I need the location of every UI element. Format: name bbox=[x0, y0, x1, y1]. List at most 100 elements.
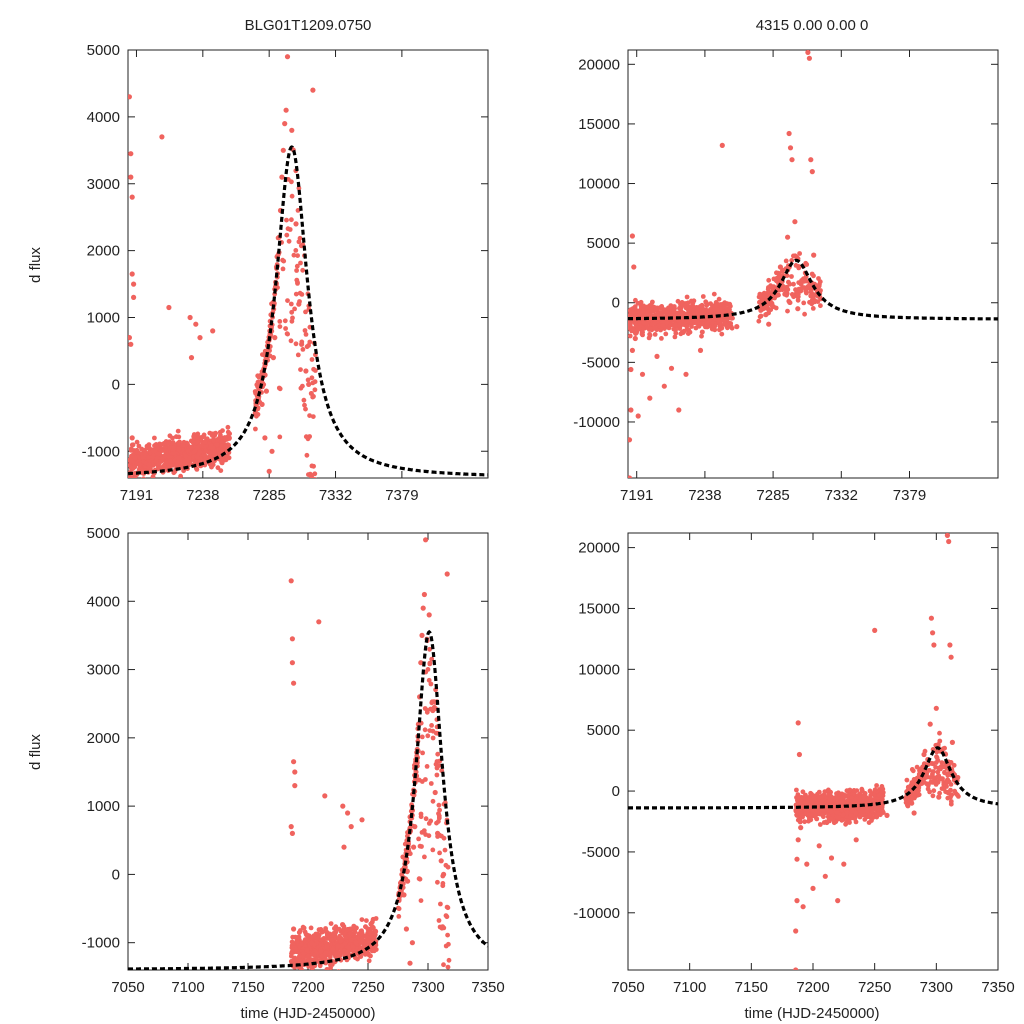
y-tick-label: 5000 bbox=[587, 722, 620, 739]
data-point bbox=[324, 932, 330, 938]
data-point bbox=[359, 930, 365, 936]
data-point bbox=[933, 760, 939, 765]
data-point bbox=[253, 426, 258, 432]
data-point bbox=[782, 291, 788, 297]
data-point bbox=[297, 953, 303, 959]
data-point bbox=[210, 432, 215, 438]
data-point bbox=[758, 308, 764, 313]
data-point bbox=[401, 892, 407, 898]
data-point bbox=[821, 820, 827, 825]
data-point bbox=[291, 252, 297, 258]
data-point bbox=[422, 727, 428, 733]
x-tick-label: 7379 bbox=[893, 487, 926, 504]
data-point bbox=[437, 850, 442, 856]
model-fit-curve bbox=[128, 145, 488, 477]
data-point bbox=[293, 248, 299, 253]
data-point bbox=[816, 843, 822, 849]
data-point bbox=[789, 292, 795, 297]
data-point bbox=[867, 812, 872, 818]
data-point bbox=[628, 407, 634, 413]
data-point bbox=[948, 801, 954, 807]
data-point bbox=[947, 642, 953, 648]
data-point bbox=[756, 318, 762, 324]
data-point bbox=[660, 323, 666, 328]
data-point bbox=[853, 819, 859, 825]
data-point bbox=[785, 308, 790, 314]
data-point bbox=[426, 821, 432, 826]
data-point bbox=[955, 792, 960, 798]
data-point bbox=[171, 451, 177, 456]
data-point bbox=[289, 127, 295, 133]
data-point bbox=[217, 429, 223, 435]
plot-frame bbox=[127, 49, 489, 479]
data-point bbox=[799, 796, 804, 802]
data-point bbox=[175, 428, 181, 434]
data-point bbox=[822, 873, 828, 879]
data-point bbox=[441, 962, 446, 968]
data-point bbox=[285, 226, 291, 232]
data-point bbox=[676, 407, 682, 413]
data-point bbox=[763, 312, 769, 318]
data-point bbox=[423, 832, 428, 837]
data-point bbox=[295, 352, 301, 358]
data-point bbox=[709, 325, 715, 330]
data-point bbox=[359, 917, 365, 922]
data-point bbox=[372, 947, 377, 953]
x-tick-label: 7100 bbox=[171, 979, 204, 996]
y-tick-label: 15000 bbox=[578, 116, 620, 133]
data-point bbox=[307, 413, 312, 418]
data-point bbox=[306, 472, 311, 477]
data-point bbox=[438, 901, 443, 907]
data-point bbox=[311, 933, 317, 939]
data-point bbox=[802, 311, 807, 317]
data-point bbox=[284, 54, 291, 60]
data-point bbox=[763, 305, 769, 311]
data-point bbox=[132, 464, 138, 470]
y-tick-label: -5000 bbox=[582, 844, 620, 861]
data-point bbox=[935, 742, 941, 747]
data-point bbox=[348, 931, 354, 936]
data-point bbox=[952, 788, 958, 794]
data-point bbox=[834, 810, 840, 815]
data-point bbox=[911, 790, 916, 795]
data-point bbox=[426, 612, 432, 618]
y-tick-label: 5000 bbox=[87, 42, 120, 59]
data-point bbox=[352, 924, 357, 930]
data-point bbox=[793, 928, 799, 934]
data-point bbox=[131, 281, 137, 287]
data-point bbox=[931, 642, 937, 648]
data-point bbox=[675, 298, 681, 304]
data-point bbox=[186, 455, 192, 461]
data-point bbox=[728, 303, 733, 309]
data-point bbox=[806, 55, 813, 61]
data-point bbox=[336, 953, 342, 959]
data-point bbox=[628, 366, 634, 373]
data-point bbox=[931, 788, 937, 794]
data-point bbox=[795, 798, 800, 803]
data-point bbox=[870, 799, 876, 804]
data-point bbox=[942, 745, 947, 751]
data-point bbox=[795, 837, 801, 843]
data-point bbox=[817, 279, 823, 285]
data-point bbox=[637, 312, 642, 318]
x-tick-label: 7350 bbox=[471, 979, 504, 996]
data-point bbox=[910, 768, 916, 774]
data-point bbox=[371, 937, 377, 943]
data-point bbox=[628, 333, 633, 339]
data-point bbox=[128, 475, 134, 478]
data-point bbox=[656, 313, 662, 318]
data-point bbox=[421, 591, 427, 598]
data-point bbox=[829, 816, 834, 821]
data-point bbox=[428, 681, 434, 687]
data-point bbox=[396, 914, 402, 919]
data-point bbox=[303, 406, 308, 412]
data-point bbox=[312, 387, 318, 393]
data-point bbox=[771, 294, 777, 300]
data-point bbox=[170, 435, 175, 441]
data-point bbox=[858, 812, 864, 818]
data-point bbox=[648, 307, 654, 313]
data-point bbox=[285, 298, 290, 303]
data-point bbox=[826, 787, 831, 793]
data-point bbox=[304, 452, 310, 458]
panel-top-left: -1000 0 1000 2000 3000 4000 5000 7191 7238 7285 73… bbox=[82, 42, 489, 504]
